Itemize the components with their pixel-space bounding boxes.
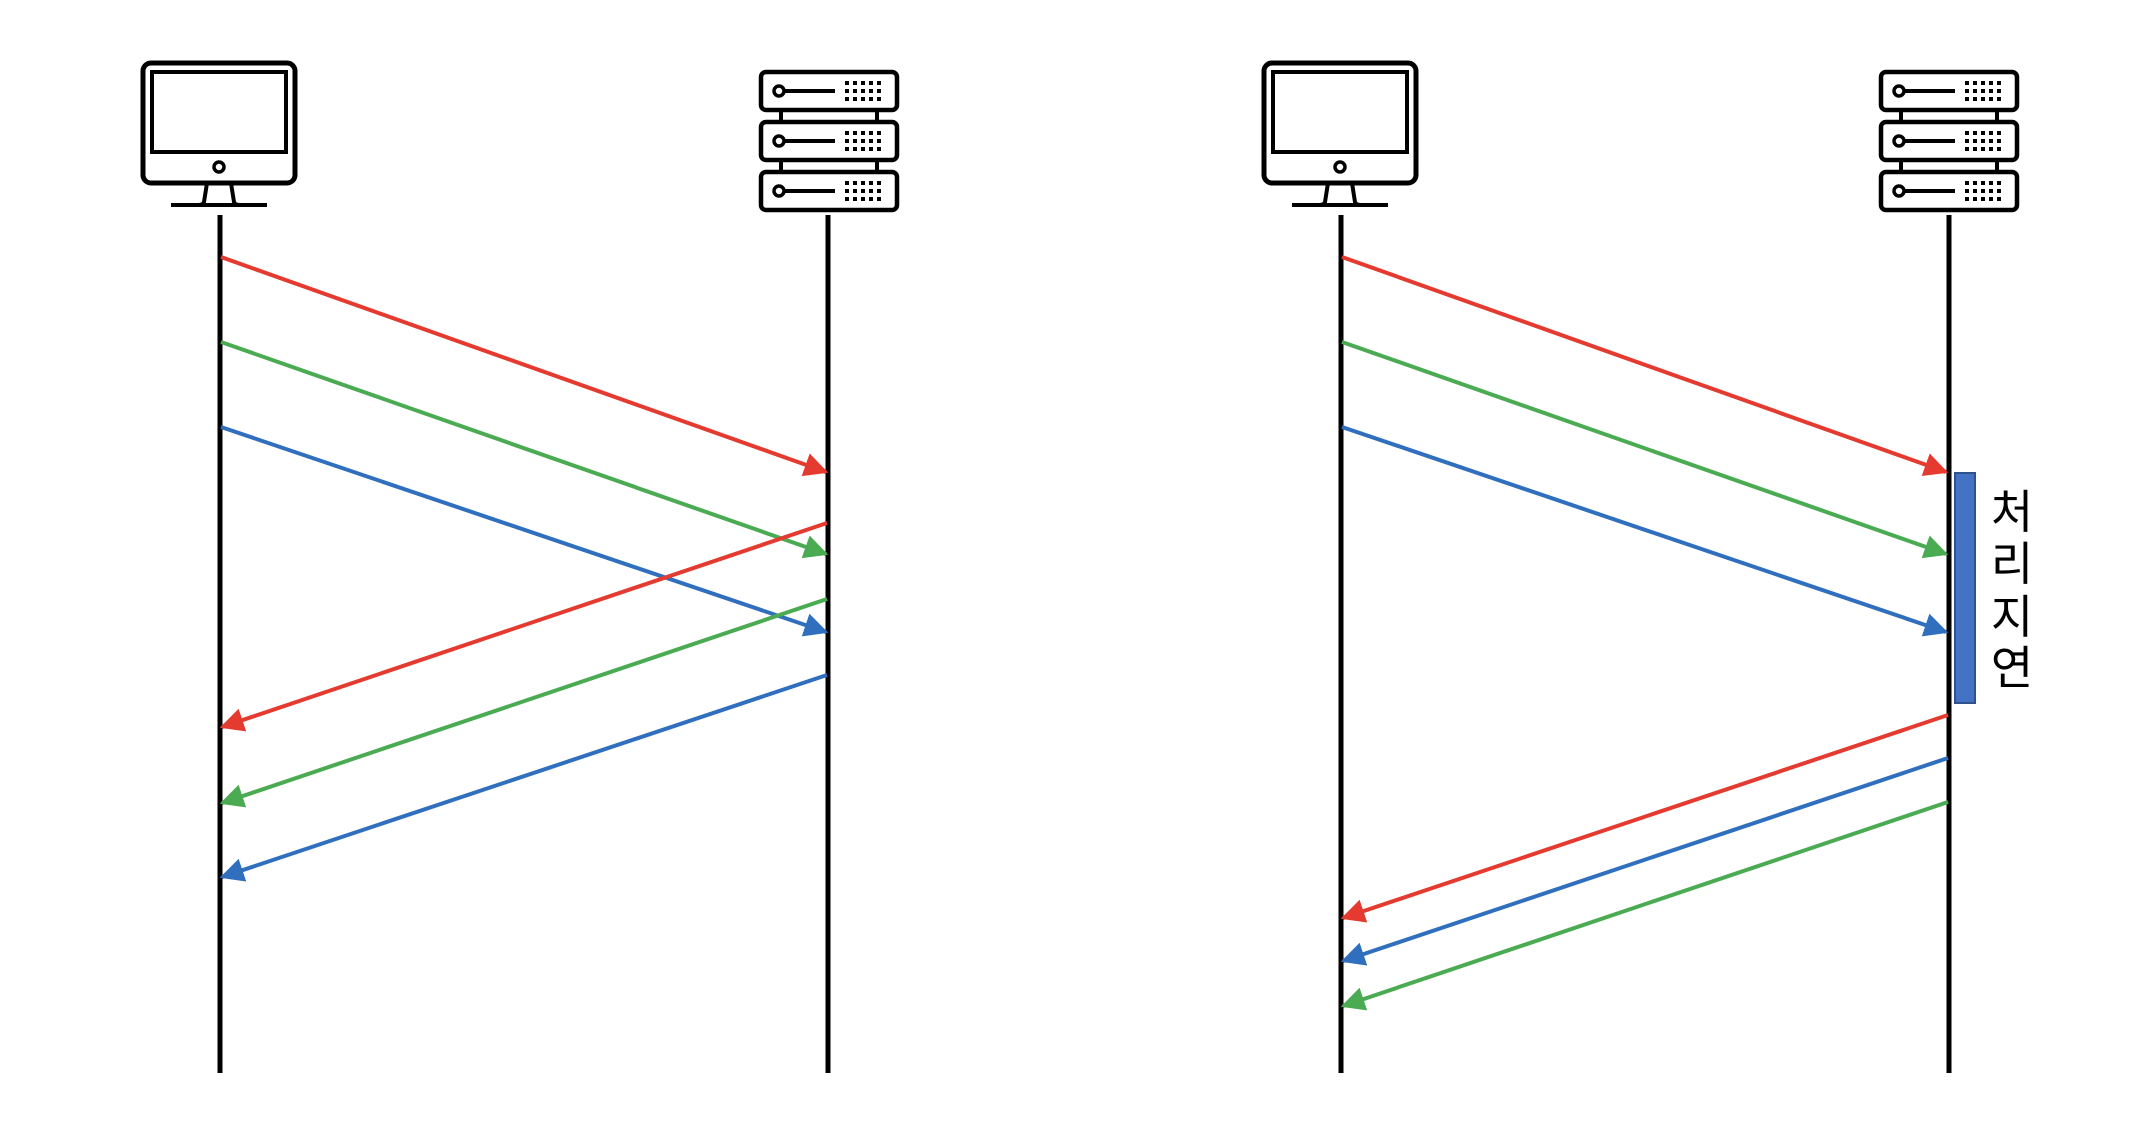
server-rack-icon (761, 72, 897, 210)
desktop-computer-icon (143, 63, 295, 205)
request-arrow-green (220, 340, 829, 559)
response-arrow-red (219, 521, 828, 732)
processing-delay-bar (1954, 472, 1976, 704)
response-arrow-green (1340, 800, 1949, 1011)
request-arrow-blue (1341, 425, 1949, 637)
response-arrow-blue (1340, 756, 1949, 966)
response-arrow-red (1340, 713, 1949, 923)
processing-delay-label-char-1: 처 (1991, 485, 2033, 539)
processing-delay-label-char-3: 지 (1991, 590, 2033, 644)
server-rack-icon (1881, 72, 2017, 210)
request-arrow-blue (220, 425, 829, 637)
diagram-right: 처 리 지 연 (1264, 63, 2033, 1073)
response-arrow-green (219, 597, 828, 808)
processing-delay-label-char-4: 연 (1991, 641, 2033, 695)
response-arrow-blue (219, 673, 828, 882)
request-arrow-red (1341, 255, 1949, 477)
desktop-computer-icon (1264, 63, 1416, 205)
request-arrow-red (220, 255, 829, 477)
diagram-left (143, 63, 897, 1073)
request-arrow-green (1341, 340, 1949, 559)
processing-delay-label-char-2: 리 (1991, 537, 2033, 591)
